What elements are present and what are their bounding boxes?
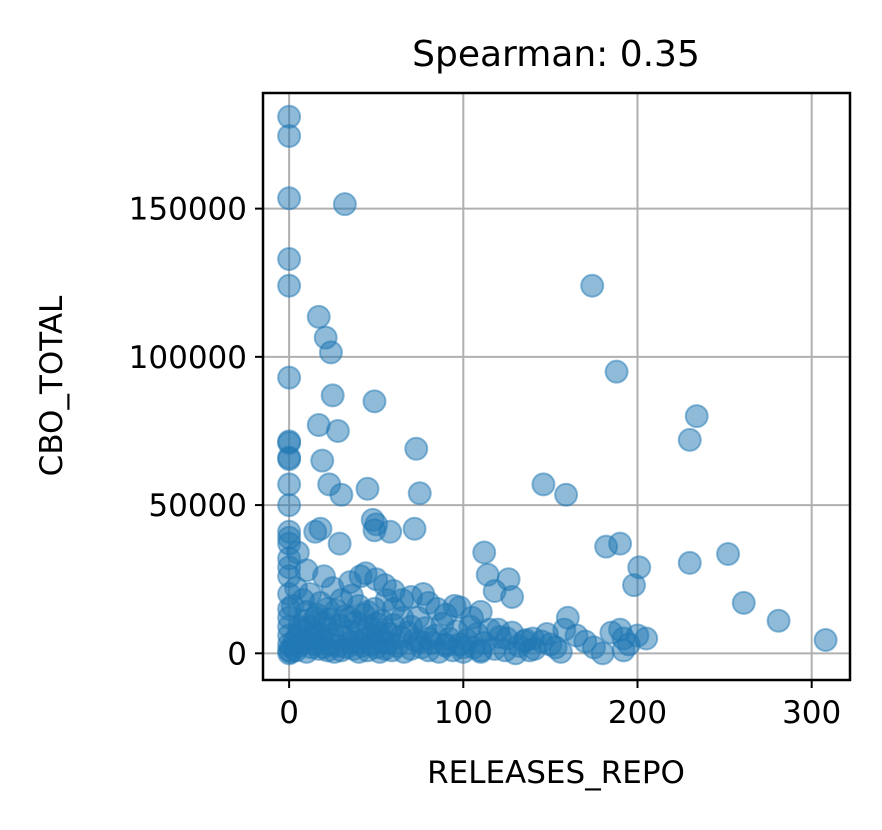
data-point [318, 340, 343, 365]
y-tick-label: 50000 [148, 488, 247, 524]
axis-ticks: 0 100 200 300 0 50000 100000 150000 [129, 192, 842, 731]
data-point [625, 623, 650, 648]
data-point [482, 579, 507, 604]
data-point [554, 482, 579, 507]
x-tick-label: 0 [279, 695, 299, 731]
data-point [716, 542, 741, 567]
data-point [310, 448, 335, 473]
data-point [531, 472, 556, 497]
y-tick-label: 150000 [129, 192, 247, 228]
data-point [374, 587, 399, 612]
plot-frame [261, 91, 852, 682]
chart-title: Spearman: 0.35 [412, 34, 700, 75]
data-point [402, 516, 427, 541]
data-point [325, 418, 350, 443]
data-point [590, 641, 615, 666]
data-point [277, 273, 302, 298]
data-point [362, 389, 387, 414]
data-point [378, 519, 403, 544]
data-point [303, 519, 328, 544]
data-point [277, 447, 302, 472]
data-point [677, 427, 702, 452]
data-point [332, 192, 357, 217]
data-point [580, 273, 605, 298]
x-tick-label: 100 [434, 695, 493, 731]
data-point [277, 186, 302, 211]
data-points [277, 104, 838, 666]
data-point [627, 555, 652, 580]
data-point [608, 531, 633, 556]
x-tick-label: 300 [782, 695, 841, 731]
data-point [277, 472, 302, 497]
data-point [548, 639, 573, 664]
x-tick-label: 200 [608, 695, 667, 731]
data-point [306, 304, 331, 329]
data-point [813, 627, 838, 652]
data-point [731, 590, 756, 615]
data-point [277, 247, 302, 272]
data-point [472, 540, 497, 565]
data-point [327, 531, 352, 556]
y-tick-label: 0 [227, 636, 247, 672]
data-point [277, 123, 302, 148]
data-point [277, 365, 302, 390]
x-axis-label: RELEASES_REPO [427, 755, 685, 791]
data-point [684, 404, 709, 429]
data-point [277, 493, 302, 518]
y-tick-label: 100000 [129, 340, 247, 376]
data-point [407, 481, 432, 506]
data-point [404, 436, 429, 461]
data-point [604, 359, 629, 384]
data-point [329, 482, 354, 507]
y-axis-label: CBO_TOTAL [34, 295, 70, 476]
data-point [766, 608, 791, 633]
data-point [320, 383, 345, 408]
data-point [339, 583, 364, 608]
data-point [355, 476, 380, 501]
data-point [677, 550, 702, 575]
